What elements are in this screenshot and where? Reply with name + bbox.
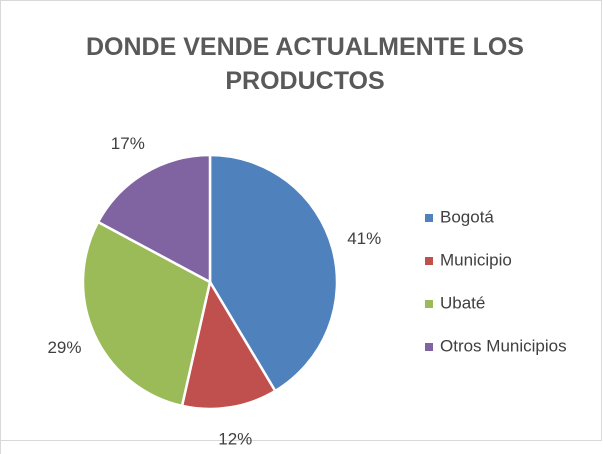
- data-label: 17%: [111, 134, 145, 153]
- legend-swatch: [425, 257, 433, 265]
- data-label: 29%: [47, 338, 81, 357]
- legend-label: Otros Municipios: [440, 336, 567, 355]
- pie-slice: [180, 278, 277, 411]
- pie-slice: [208, 153, 339, 393]
- legend-swatch: [425, 300, 433, 308]
- chart-title: DONDE VENDE ACTUALMENTE LOS PRODUCTOS: [86, 33, 524, 95]
- data-label: 12%: [218, 429, 252, 448]
- data-label: 41%: [347, 229, 381, 248]
- legend-label: Bogotá: [440, 207, 494, 226]
- pie-slice: [81, 220, 212, 408]
- legend-swatch: [425, 214, 433, 222]
- legend-label: Municipio: [440, 250, 512, 269]
- legend-label: Ubaté: [440, 293, 485, 312]
- chart-frame: [0, 0, 602, 441]
- pie-slice: [96, 153, 212, 285]
- legend-swatch: [425, 343, 433, 351]
